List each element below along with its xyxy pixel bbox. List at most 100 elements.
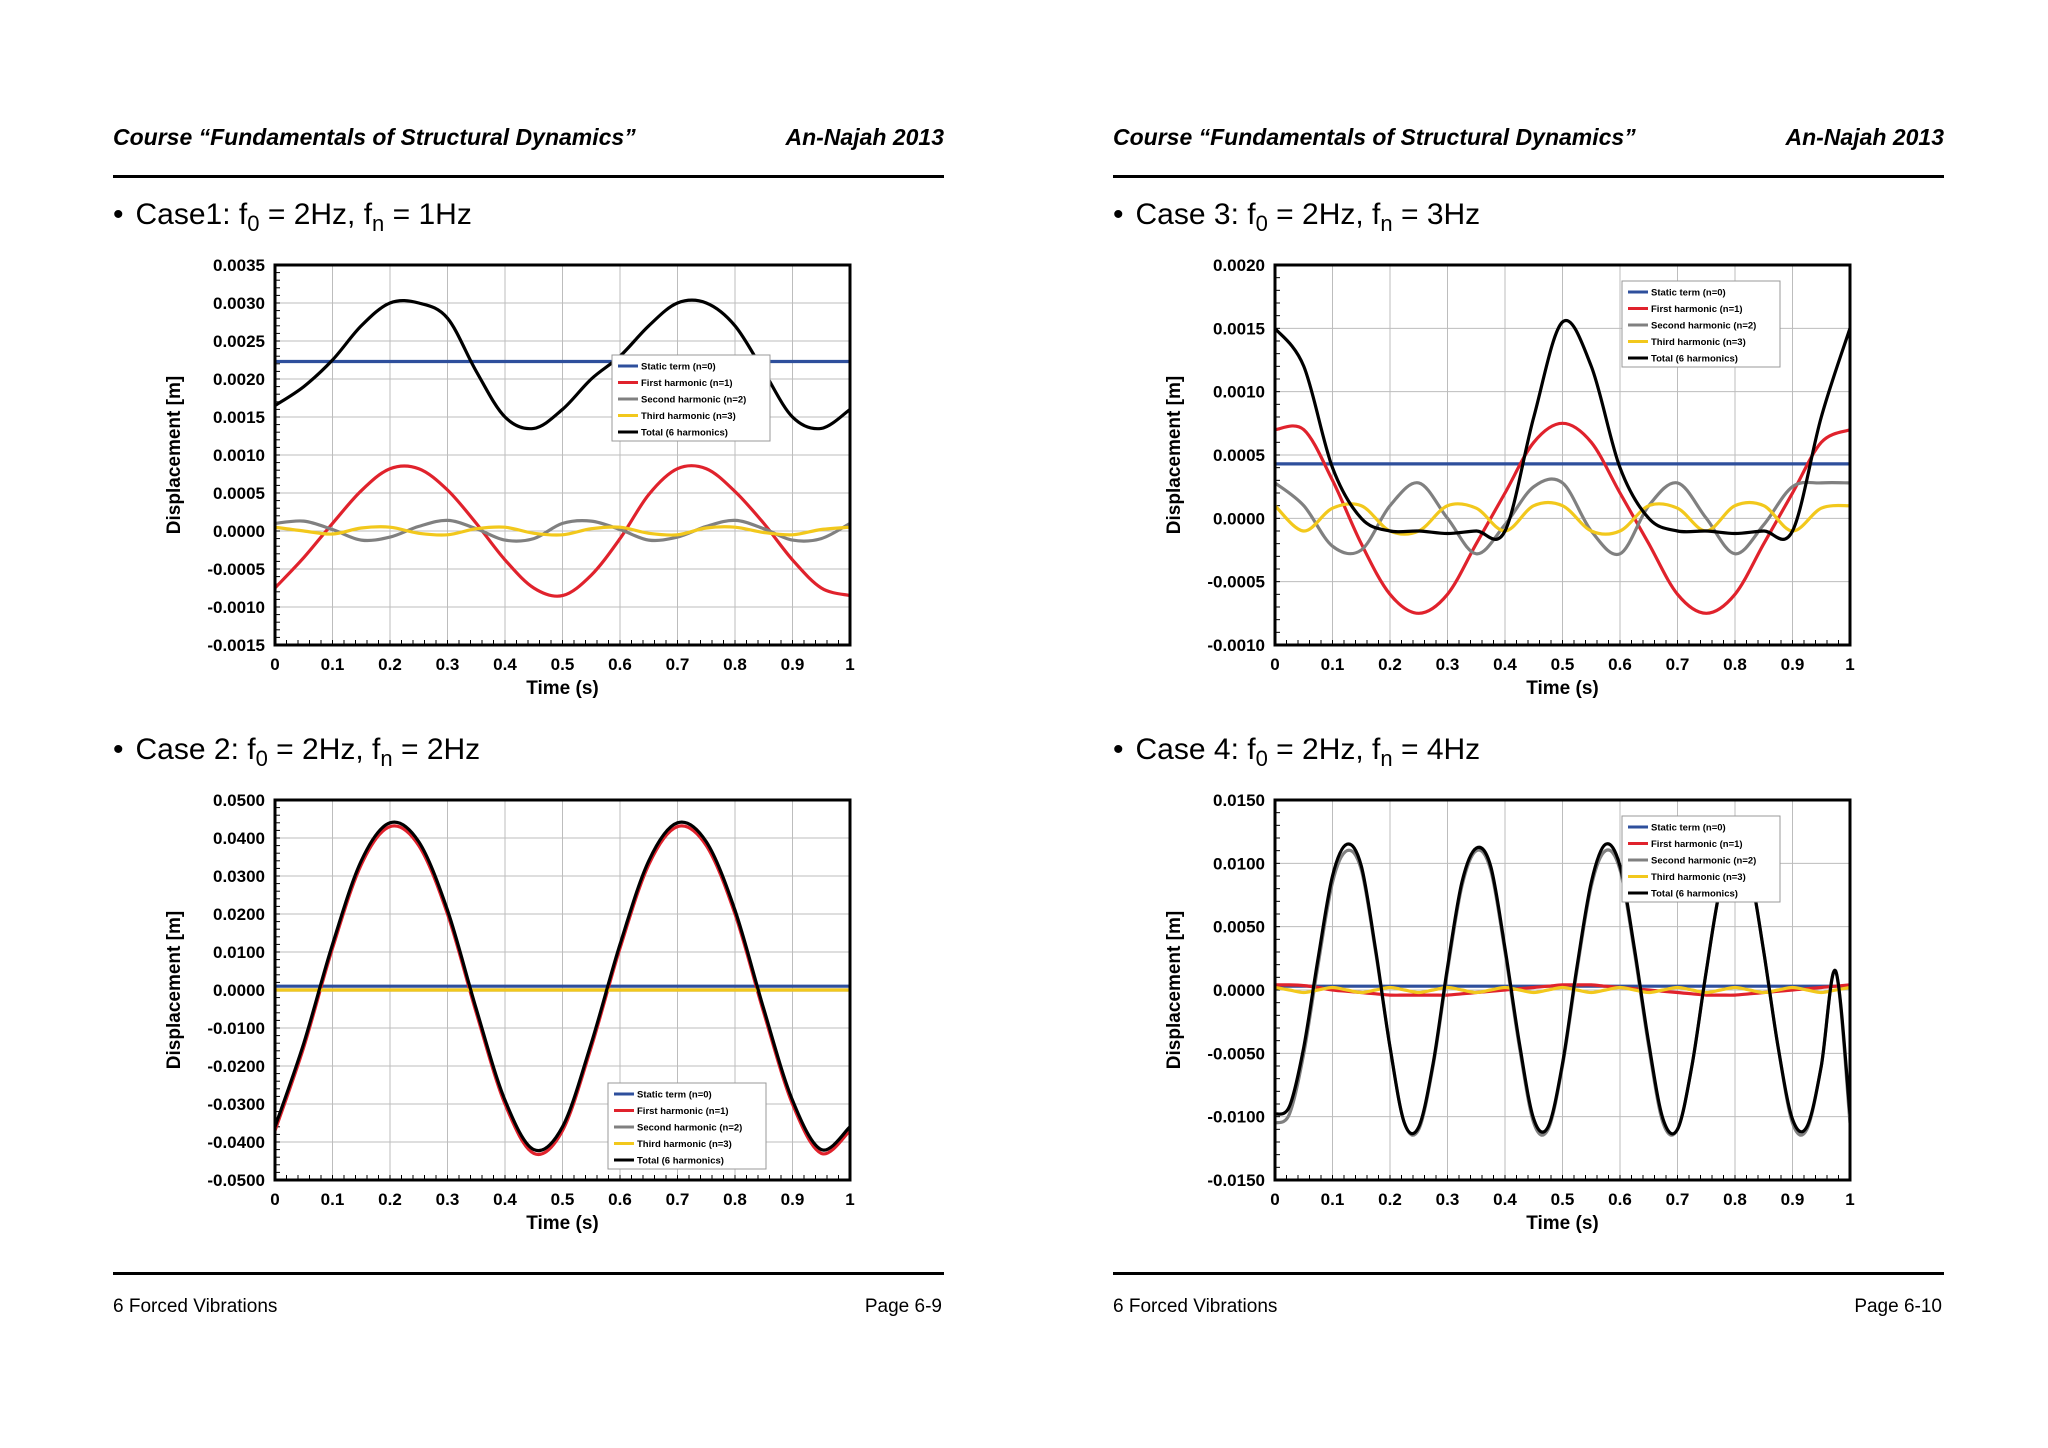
y-tick-label: -0.0150 bbox=[1207, 1171, 1265, 1190]
y-tick-label: -0.0100 bbox=[207, 1019, 265, 1038]
header-rule bbox=[1113, 175, 1944, 178]
case-text: = 3Hz bbox=[1392, 198, 1481, 231]
chart-case2: 0 0.1 0.2 0.3 0.4 0.5 0.6 0.7 0.8 0.9 1 -0.0500 -0.0… bbox=[150, 780, 870, 1240]
case-sub: 0 bbox=[1255, 211, 1268, 236]
legend: Static term (n=0) First harmonic (n=1) Sec… bbox=[1621, 280, 1781, 368]
x-tick-label: 0.4 bbox=[1493, 655, 1517, 674]
institution-year: An-Najah 2013 bbox=[1785, 124, 1944, 150]
y-tick-label: 0.0050 bbox=[1213, 918, 1265, 937]
x-tick-label: 0.1 bbox=[321, 655, 345, 674]
legend-label: Second harmonic (n=2) bbox=[1651, 321, 1756, 332]
x-tick-label: 0.8 bbox=[1723, 1190, 1747, 1209]
legend-label: First harmonic (n=1) bbox=[1651, 304, 1743, 315]
x-tick-label: 0.4 bbox=[493, 655, 517, 674]
y-tick-label: -0.0400 bbox=[207, 1133, 265, 1152]
bullet-icon: • bbox=[1113, 198, 1124, 231]
y-tick-label: 0.0000 bbox=[1213, 509, 1265, 528]
legend-label: Second harmonic (n=2) bbox=[1651, 856, 1756, 867]
y-tick-label: 0.0000 bbox=[213, 981, 265, 1000]
x-tick-label: 1 bbox=[1845, 1190, 1854, 1209]
institution-year: An-Najah 2013 bbox=[785, 124, 944, 150]
case-sub: 0 bbox=[1255, 746, 1268, 771]
footer-rule bbox=[1113, 1272, 1944, 1275]
case-sub: 0 bbox=[247, 211, 260, 236]
y-axis-label: Displacement [m] bbox=[1164, 376, 1185, 534]
y-tick-label: -0.0100 bbox=[1207, 1108, 1265, 1127]
x-tick-label: 0.8 bbox=[723, 1190, 747, 1209]
page-right: Course “Fundamentals of Structural Dynam… bbox=[1000, 0, 2024, 1448]
series-line-total bbox=[1275, 842, 1850, 1136]
x-tick-label: 0.6 bbox=[608, 655, 632, 674]
y-axis-label: Displacement [m] bbox=[164, 911, 185, 1069]
x-tick-label: 1 bbox=[845, 655, 854, 674]
y-tick-label: 0.0500 bbox=[213, 791, 265, 810]
case-text: = 2Hz bbox=[392, 733, 481, 766]
chart-case4: 0 0.1 0.2 0.3 0.4 0.5 0.6 0.7 0.8 0.9 1 -0.0150 -0.0… bbox=[1150, 780, 1870, 1240]
x-tick-label: 0.1 bbox=[1321, 1190, 1345, 1209]
legend-label: Static term (n=0) bbox=[1651, 823, 1726, 834]
legend: Static term (n=0) First harmonic (n=1) Sec… bbox=[611, 354, 771, 442]
x-tick-label: 1 bbox=[1845, 655, 1854, 674]
x-tick-label: 0 bbox=[1270, 655, 1279, 674]
case-text: = 4Hz bbox=[1392, 733, 1481, 766]
legend-label: First harmonic (n=1) bbox=[1651, 839, 1743, 850]
x-axis-label: Time (s) bbox=[526, 678, 599, 699]
x-tick-label: 0.9 bbox=[1781, 655, 1805, 674]
x-tick-label: 0.3 bbox=[436, 655, 460, 674]
y-tick-label: 0.0010 bbox=[1213, 383, 1265, 402]
x-tick-label: 0.6 bbox=[1608, 655, 1632, 674]
x-tick-label: 0.9 bbox=[781, 655, 805, 674]
x-tick-label: 0.2 bbox=[1378, 1190, 1402, 1209]
legend-box bbox=[1621, 815, 1781, 903]
x-tick-label: 0.5 bbox=[1551, 1190, 1575, 1209]
x-tick-label: 0.1 bbox=[321, 1190, 345, 1209]
bullet-icon: • bbox=[1113, 733, 1124, 766]
y-tick-label: 0.0400 bbox=[213, 829, 265, 848]
y-tick-label: 0.0100 bbox=[213, 943, 265, 962]
y-tick-label: -0.0010 bbox=[1207, 636, 1265, 655]
y-tick-label: -0.0005 bbox=[207, 560, 265, 579]
series-line-third bbox=[1275, 500, 1850, 536]
case-text: = 2Hz, f bbox=[1267, 733, 1381, 766]
case-heading: • Case 3: f0 = 2Hz, fn = 3Hz bbox=[1113, 198, 1480, 237]
course-title: Course “Fundamentals of Structural Dynam… bbox=[113, 124, 636, 150]
x-axis-label: Time (s) bbox=[1526, 1213, 1599, 1234]
series-line-second bbox=[1275, 477, 1850, 557]
y-tick-label: -0.0005 bbox=[1207, 573, 1265, 592]
y-tick-label: 0.0100 bbox=[1213, 854, 1265, 873]
plot-frame bbox=[273, 798, 852, 1182]
footer-section: 6 Forced Vibrations bbox=[113, 1296, 278, 1317]
case-text: = 2Hz, f bbox=[259, 198, 373, 231]
legend-label: First harmonic (n=1) bbox=[637, 1106, 729, 1117]
chart-svg: 0 0.1 0.2 0.3 0.4 0.5 0.6 0.7 0.8 0.9 1 -0.0015 -0.0… bbox=[164, 256, 855, 699]
y-tick-label: -0.0015 bbox=[207, 636, 265, 655]
legend-label: Third harmonic (n=3) bbox=[641, 411, 736, 422]
footer-section: 6 Forced Vibrations bbox=[1113, 1296, 1278, 1317]
case-sub: n bbox=[1380, 746, 1393, 771]
y-tick-label: -0.0300 bbox=[207, 1095, 265, 1114]
x-tick-label: 0.2 bbox=[378, 655, 402, 674]
legend-box bbox=[607, 1082, 767, 1170]
legend-label: Static term (n=0) bbox=[1651, 288, 1726, 299]
plot-frame bbox=[273, 263, 852, 647]
series-line-first bbox=[275, 464, 850, 598]
case-sub: n bbox=[372, 211, 385, 236]
page-number: Page 6-10 bbox=[1854, 1296, 1942, 1317]
legend-label: Static term (n=0) bbox=[637, 1090, 712, 1101]
page-number: Page 6-9 bbox=[864, 1296, 942, 1317]
legend: Static term (n=0) First harmonic (n=1) Sec… bbox=[1621, 815, 1781, 903]
legend-label: Second harmonic (n=2) bbox=[641, 395, 746, 406]
x-tick-label: 1 bbox=[845, 1190, 854, 1209]
case-text: = 2Hz, f bbox=[267, 733, 381, 766]
x-tick-label: 0.4 bbox=[1493, 1190, 1517, 1209]
case-text: Case 2: f bbox=[135, 733, 256, 766]
legend-label: Third harmonic (n=3) bbox=[1651, 872, 1746, 883]
chart-svg: 0 0.1 0.2 0.3 0.4 0.5 0.6 0.7 0.8 0.9 1 -0.0500 -0.0… bbox=[164, 791, 855, 1234]
chart-svg: 0 0.1 0.2 0.3 0.4 0.5 0.6 0.7 0.8 0.9 1 -0.0150 -0.0… bbox=[1164, 791, 1855, 1234]
legend-label: Second harmonic (n=2) bbox=[637, 1123, 742, 1134]
y-axis-label: Displacement [m] bbox=[164, 376, 185, 534]
y-tick-label: 0.0000 bbox=[1213, 981, 1265, 1000]
plot-frame bbox=[1273, 798, 1852, 1182]
case-heading: • Case1: f0 = 2Hz, fn = 1Hz bbox=[113, 198, 472, 237]
course-title: Course “Fundamentals of Structural Dynam… bbox=[1113, 124, 1636, 150]
